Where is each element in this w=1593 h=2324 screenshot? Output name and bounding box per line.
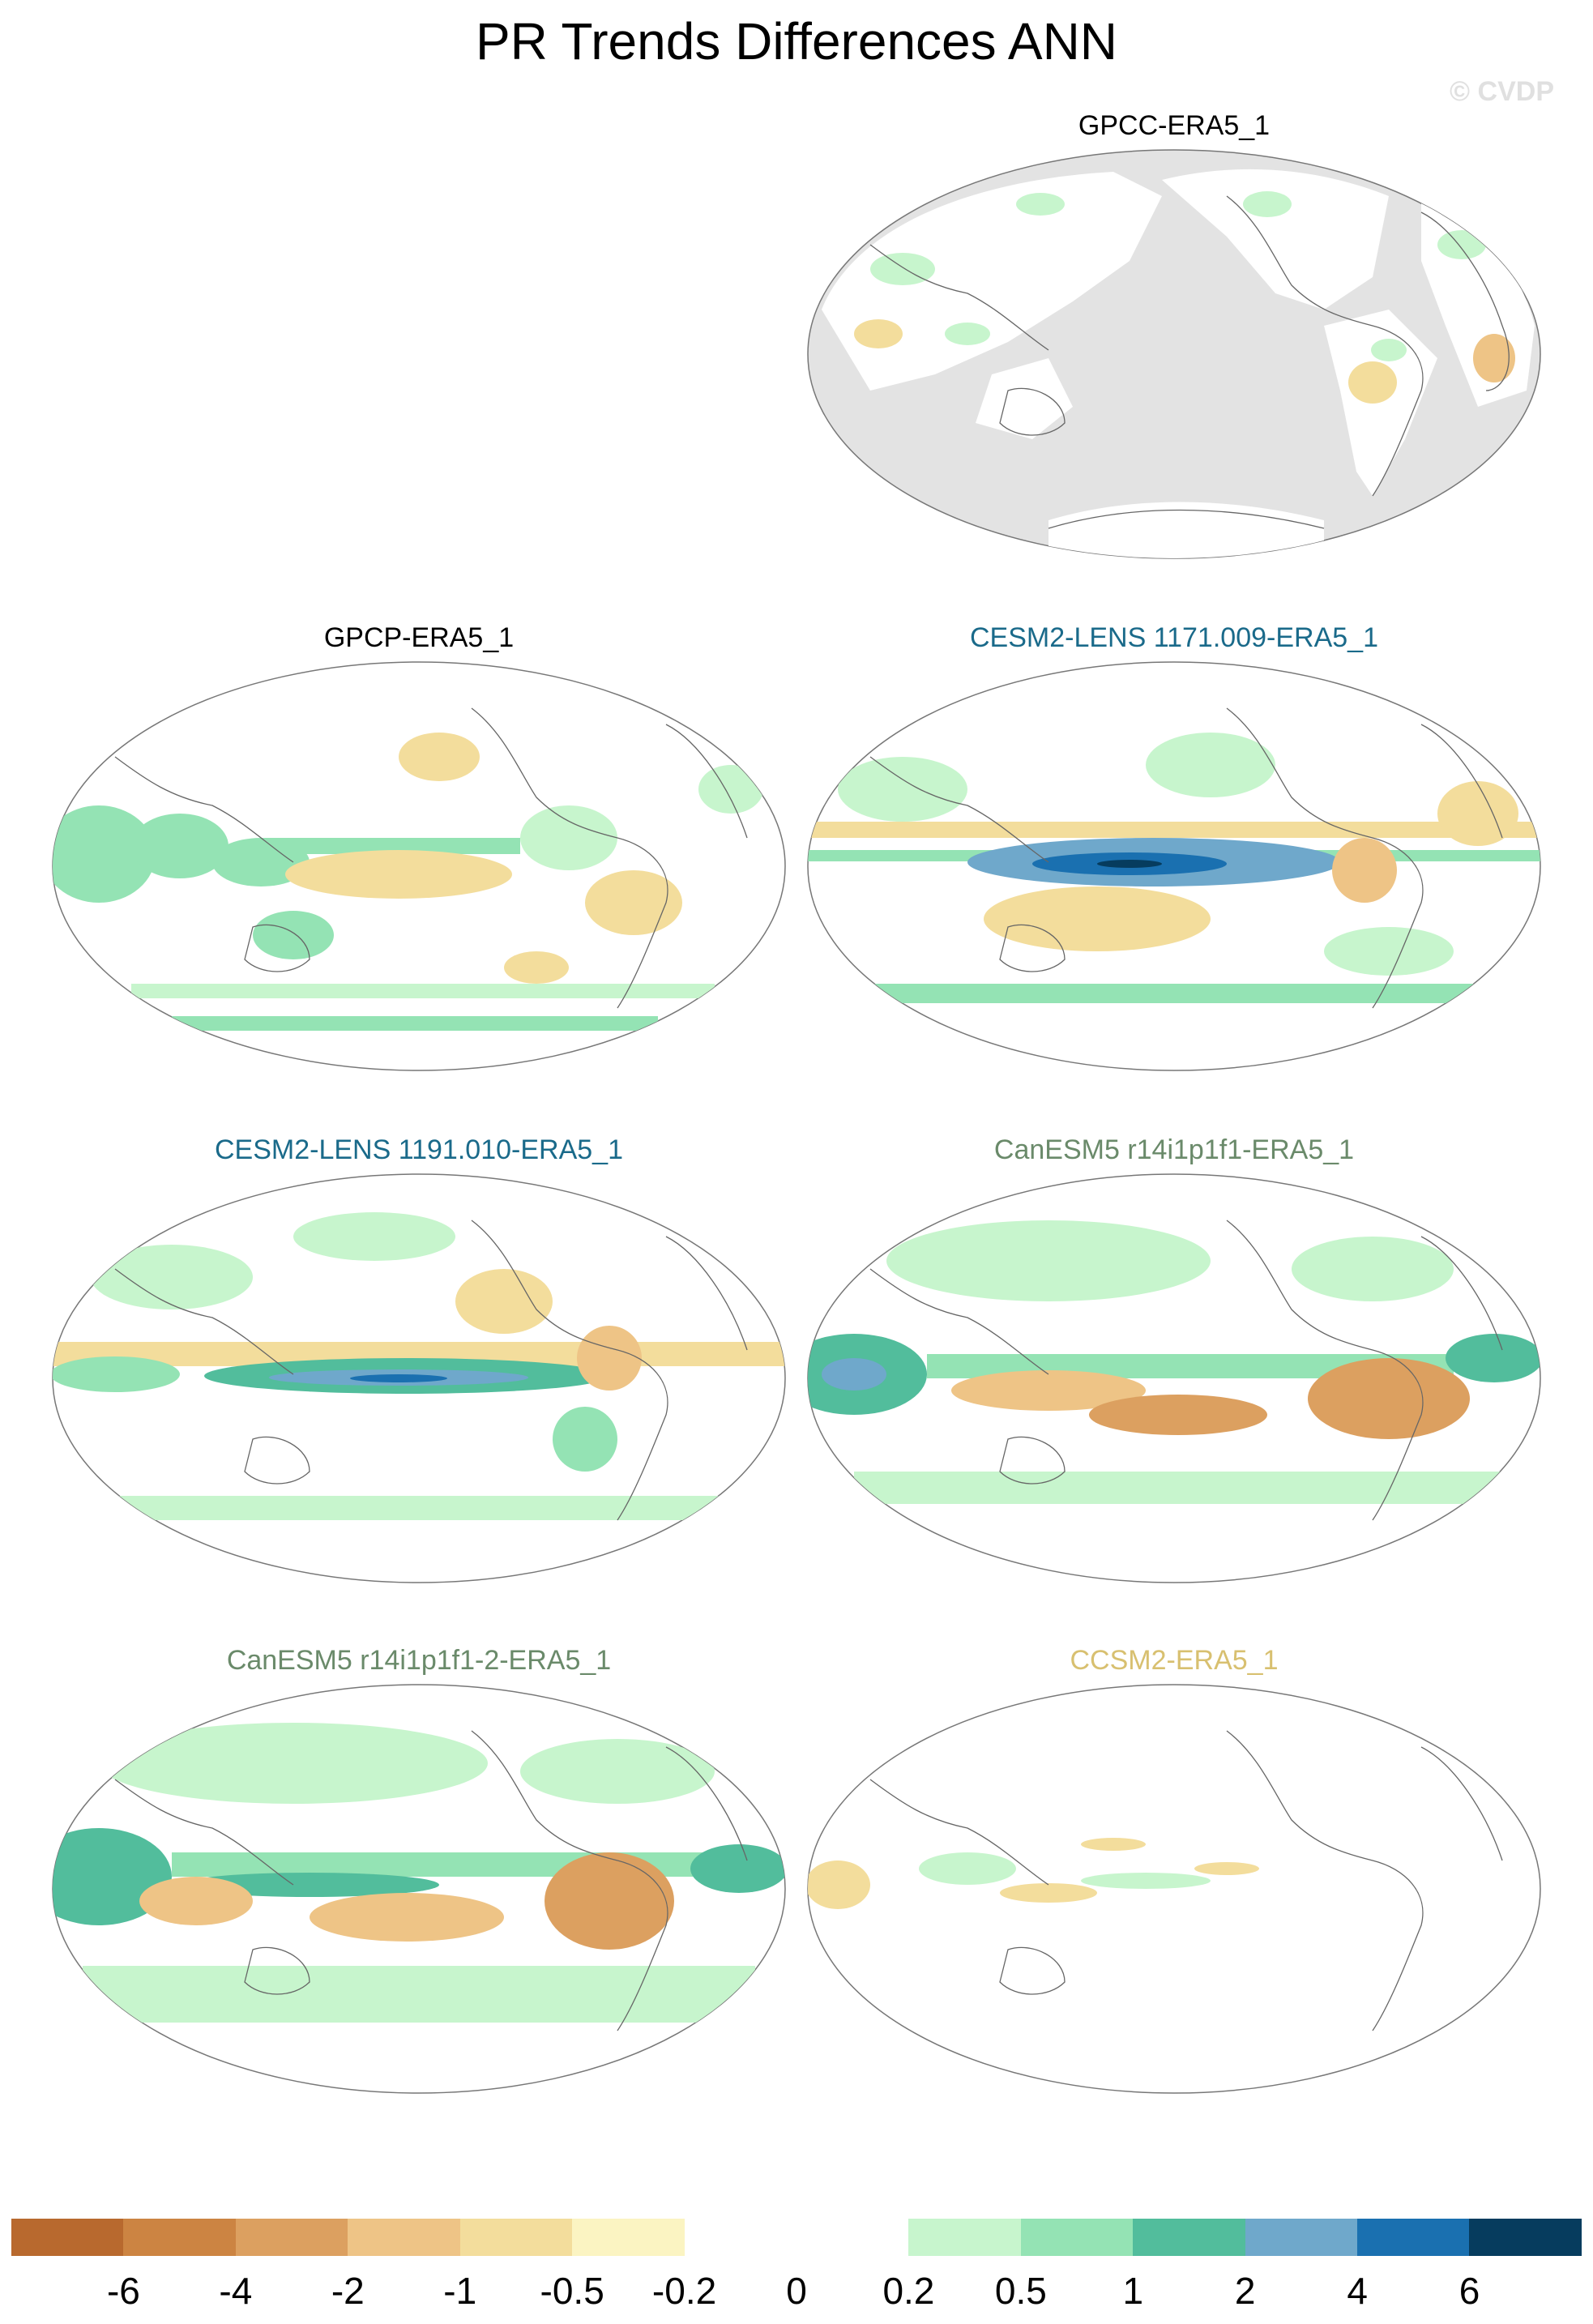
map-panel-cesm2-1191: CESM2-LENS 1191.010-ERA5_1 bbox=[50, 1134, 788, 1588]
colorbar-swatch bbox=[908, 2219, 1021, 2256]
map-panel-canesm5: CanESM5 r14i1p1f1-ERA5_1 bbox=[805, 1134, 1543, 1588]
colorbar-swatch bbox=[1133, 2219, 1245, 2256]
map-panel-gpcp: GPCP-ERA5_1 bbox=[50, 622, 788, 1076]
colorbar-tick-labels: -6 -4 -2 -1 -0.5 -0.2 0 0.2 0.5 1 2 4 6 bbox=[0, 2269, 1593, 2318]
globe-map-gpcc bbox=[807, 149, 1541, 559]
colorbar-swatch bbox=[348, 2219, 460, 2256]
map-panel-canesm5-2: CanESM5 r14i1p1f1-2-ERA5_1 bbox=[50, 1645, 788, 2099]
precip-field bbox=[808, 733, 1540, 1003]
colorbar-tick-label: -4 bbox=[219, 2270, 253, 2312]
colorbar-tick-label: 0 bbox=[786, 2270, 807, 2312]
land-field bbox=[822, 169, 1535, 558]
colorbar-swatch bbox=[684, 2219, 796, 2256]
colorbar-tick-label: 0.5 bbox=[994, 2270, 1047, 2312]
colorbar-swatch bbox=[235, 2219, 348, 2256]
colorbar-swatch bbox=[11, 2219, 124, 2256]
precip-field bbox=[808, 1220, 1540, 1504]
watermark-text: © CVDP bbox=[1450, 76, 1554, 107]
colorbar-swatch bbox=[572, 2219, 685, 2256]
coastlines bbox=[114, 1730, 748, 2031]
map-panel-ccsm2: CCSM2-ERA5_1 bbox=[805, 1645, 1543, 2099]
precip-field bbox=[808, 1838, 1259, 1909]
panel-title: CESM2-LENS 1171.009-ERA5_1 bbox=[970, 622, 1378, 653]
figure-title: PR Trends Differences ANN bbox=[475, 12, 1118, 70]
globe-map-canesm5 bbox=[807, 1173, 1541, 1583]
colorbar-tick-label: -1 bbox=[443, 2270, 477, 2312]
colorbar-swatch bbox=[1469, 2219, 1582, 2256]
precip-field bbox=[53, 1723, 785, 2023]
coastlines bbox=[114, 707, 748, 1009]
colorbar-swatch bbox=[459, 2219, 573, 2256]
panel-title: GPCC-ERA5_1 bbox=[1078, 110, 1271, 141]
colorbar-swatch bbox=[1020, 2219, 1134, 2256]
colorbar-tick-label: 0.2 bbox=[882, 2270, 935, 2312]
globe-map-ccsm2 bbox=[807, 1684, 1541, 2094]
colorbar-swatch bbox=[1357, 2219, 1470, 2256]
colorbar-tick-label: -0.2 bbox=[651, 2270, 717, 2312]
panel-title: CanESM5 r14i1p1f1-ERA5_1 bbox=[993, 1134, 1355, 1165]
coastlines bbox=[114, 1220, 748, 1521]
coastlines bbox=[869, 195, 1510, 529]
coastlines bbox=[869, 1220, 1503, 1521]
coastlines bbox=[869, 707, 1503, 1009]
panel-title: CanESM5 r14i1p1f1-2-ERA5_1 bbox=[226, 1645, 612, 1676]
colorbar-tick-label: 2 bbox=[1234, 2270, 1256, 2312]
colorbar-tick-label: -0.5 bbox=[540, 2270, 604, 2312]
panel-title: CCSM2-ERA5_1 bbox=[1070, 1645, 1279, 1676]
colorbar-tick-label: -2 bbox=[331, 2270, 365, 2312]
colorbar-tick-label: -6 bbox=[106, 2270, 140, 2312]
colorbar bbox=[11, 2219, 1582, 2256]
globe-map-cesm2-1171 bbox=[807, 661, 1541, 1071]
map-panel-cesm2-1171: CESM2-LENS 1171.009-ERA5_1 bbox=[805, 622, 1543, 1076]
colorbar-tick-label: 4 bbox=[1347, 2270, 1368, 2312]
colorbar-swatch bbox=[123, 2219, 236, 2256]
globe-map-canesm5-2 bbox=[52, 1684, 786, 2094]
colorbar-swatch bbox=[796, 2219, 909, 2256]
colorbar-swatch bbox=[1245, 2219, 1358, 2256]
colorbar-tick-label: 6 bbox=[1458, 2270, 1480, 2312]
coastlines bbox=[869, 1730, 1503, 2031]
panel-title: CESM2-LENS 1191.010-ERA5_1 bbox=[215, 1134, 623, 1165]
colorbar-tick-label: 1 bbox=[1122, 2270, 1144, 2312]
globe-map-cesm2-1191 bbox=[52, 1173, 786, 1583]
map-panel-gpcc: GPCC-ERA5_1 bbox=[805, 110, 1543, 564]
panel-title: GPCP-ERA5_1 bbox=[323, 622, 515, 653]
globe-map-gpcp bbox=[52, 661, 786, 1071]
precip-field bbox=[53, 1212, 785, 1520]
precip-field bbox=[53, 733, 763, 1031]
